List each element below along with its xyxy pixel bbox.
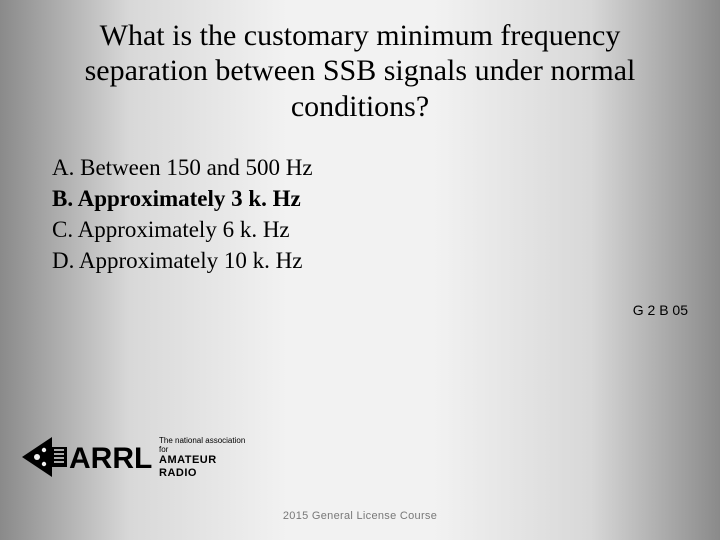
logo-tagline: The national association for AMATEUR RAD… <box>159 436 252 480</box>
answer-text: Approximately 3 k. Hz <box>78 186 301 211</box>
question-text: What is the customary minimum frequency … <box>0 0 720 124</box>
answer-letter: B <box>52 186 67 211</box>
logo-tagline-2: AMATEUR RADIO <box>159 454 252 479</box>
answer-c: C. Approximately 6 k. Hz <box>52 214 720 245</box>
logo-tagline-1: The national association for <box>159 436 252 454</box>
answer-a: A. Between 150 and 500 Hz <box>52 152 720 183</box>
answer-letter: A <box>52 155 69 180</box>
answer-d: D. Approximately 10 k. Hz <box>52 245 720 276</box>
answer-letter: C <box>52 217 67 242</box>
answer-letter: D <box>52 248 69 273</box>
footer-text: 2015 General License Course <box>283 510 437 522</box>
answer-text: Between 150 and 500 Hz <box>80 155 313 180</box>
answer-list: A. Between 150 and 500 Hz B. Approximate… <box>0 124 720 276</box>
logo-wordmark: ARRL <box>69 442 152 475</box>
answer-text: Approximately 10 k. Hz <box>79 248 303 273</box>
answer-text: Approximately 6 k. Hz <box>78 217 290 242</box>
answer-b: B. Approximately 3 k. Hz <box>52 183 720 214</box>
arrl-logo: ARRL The national association for AMATEU… <box>22 432 252 482</box>
question-code: G 2 B 05 <box>633 302 688 318</box>
